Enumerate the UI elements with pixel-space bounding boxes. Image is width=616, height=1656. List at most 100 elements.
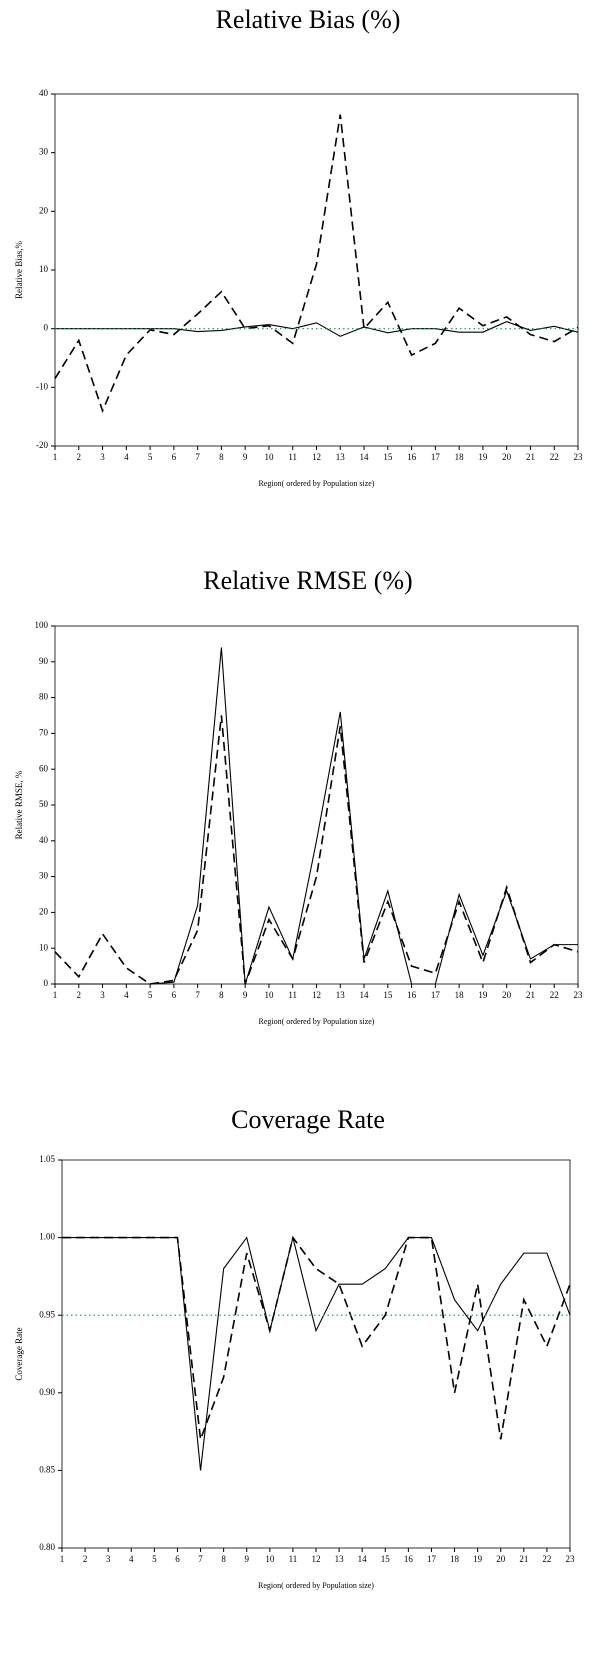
x-tick-label: 15	[383, 452, 393, 462]
x-tick-label: 11	[289, 1554, 298, 1564]
x-tick-label: 17	[431, 452, 441, 462]
x-tick-label: 5	[152, 1554, 157, 1564]
x-tick-label: 23	[574, 452, 584, 462]
y-tick-label: -10	[36, 381, 48, 391]
y-tick-label: 0	[44, 978, 49, 988]
chart-title: Coverage Rate	[231, 1105, 385, 1134]
chart-title: Relative RMSE (%)	[203, 566, 412, 595]
y-tick-label: 1.00	[39, 1232, 55, 1242]
x-tick-label: 2	[77, 452, 82, 462]
x-tick-label: 3	[106, 1554, 111, 1564]
x-tick-label: 16	[407, 452, 417, 462]
x-tick-label: 19	[473, 1554, 483, 1564]
x-tick-label: 16	[404, 1554, 414, 1564]
y-tick-label: 0	[44, 323, 49, 333]
x-tick-label: 10	[264, 990, 274, 1000]
x-tick-label: 3	[100, 452, 105, 462]
y-tick-label: 30	[39, 871, 49, 881]
x-tick-label: 13	[336, 990, 346, 1000]
x-tick-label: 6	[172, 452, 177, 462]
x-tick-label: 7	[195, 452, 200, 462]
y-axis-label: Relative RMSE, %	[14, 770, 24, 839]
x-tick-label: 19	[478, 990, 488, 1000]
x-tick-label: 7	[195, 990, 200, 1000]
x-tick-label: 4	[124, 990, 129, 1000]
x-tick-label: 22	[542, 1554, 551, 1564]
plot-frame	[61, 1159, 571, 1549]
x-tick-label: 22	[550, 452, 559, 462]
y-tick-label: 0.90	[39, 1387, 55, 1397]
x-tick-label: 17	[431, 990, 441, 1000]
x-tick-label: 21	[519, 1554, 528, 1564]
x-tick-label: 10	[264, 452, 274, 462]
x-tick-label: 14	[358, 1554, 368, 1564]
x-tick-label: 20	[502, 990, 512, 1000]
data-line	[55, 321, 579, 337]
plot-frame	[54, 93, 579, 447]
y-tick-label: 0.95	[39, 1309, 55, 1319]
y-tick-label: 80	[39, 692, 49, 702]
x-tick-label: 11	[288, 452, 297, 462]
y-tick-label: 0.80	[39, 1542, 55, 1552]
x-tick-label: 18	[455, 990, 465, 1000]
x-tick-label: 8	[221, 1554, 226, 1564]
x-tick-label: 19	[478, 452, 488, 462]
y-tick-label: 40	[39, 835, 49, 845]
y-tick-label: 70	[39, 727, 49, 737]
y-axis-label: Relative Bias,%	[14, 241, 24, 299]
chart-title: Relative Bias (%)	[216, 5, 401, 34]
x-tick-label: 2	[83, 1554, 88, 1564]
x-tick-label: 4	[124, 452, 129, 462]
y-tick-label: 1.05	[39, 1154, 55, 1164]
x-tick-label: 2	[77, 990, 82, 1000]
y-tick-label: 90	[39, 656, 49, 666]
x-tick-label: 1	[53, 990, 58, 1000]
x-tick-label: 23	[574, 990, 584, 1000]
data-line	[62, 1236, 571, 1471]
x-tick-label: 5	[148, 990, 153, 1000]
plot-frame	[54, 625, 579, 985]
x-tick-label: 9	[243, 990, 248, 1000]
x-tick-label: 12	[312, 452, 321, 462]
x-tick-label: 13	[336, 452, 346, 462]
x-tick-label: 13	[335, 1554, 345, 1564]
y-tick-label: 0.85	[39, 1464, 55, 1474]
x-tick-label: 4	[129, 1554, 134, 1564]
x-tick-label: 12	[312, 990, 321, 1000]
x-tick-label: 22	[550, 990, 559, 1000]
x-tick-label: 9	[243, 452, 248, 462]
y-tick-label: -20	[36, 440, 48, 450]
x-tick-label: 6	[175, 1554, 180, 1564]
x-tick-label: 10	[265, 1554, 275, 1564]
x-tick-label: 12	[312, 1554, 321, 1564]
data-line	[55, 647, 578, 985]
x-axis-label: Region( ordered by Population size)	[258, 1581, 374, 1590]
y-tick-label: 100	[35, 620, 49, 630]
data-line	[54, 715, 579, 985]
x-tick-label: 20	[496, 1554, 506, 1564]
x-tick-label: 14	[360, 990, 370, 1000]
x-tick-label: 1	[53, 452, 58, 462]
y-tick-label: 30	[39, 147, 49, 157]
x-tick-label: 1	[60, 1554, 65, 1564]
y-tick-label: 10	[39, 942, 49, 952]
x-tick-label: 9	[244, 1554, 249, 1564]
x-tick-label: 17	[427, 1554, 437, 1564]
data-line	[54, 114, 579, 414]
x-axis-label: Region( ordered by Population size)	[259, 1017, 375, 1026]
x-tick-label: 3	[100, 990, 105, 1000]
x-tick-label: 11	[288, 990, 297, 1000]
x-tick-label: 6	[172, 990, 177, 1000]
x-axis-label: Region( ordered by Population size)	[259, 479, 375, 488]
y-tick-label: 10	[39, 264, 49, 274]
y-tick-label: 20	[39, 906, 49, 916]
y-axis-label: Coverage Rate	[14, 1327, 24, 1380]
x-tick-label: 20	[502, 452, 512, 462]
y-tick-label: 60	[39, 763, 49, 773]
x-tick-label: 23	[566, 1554, 576, 1564]
y-tick-label: 40	[39, 88, 49, 98]
x-tick-label: 21	[526, 990, 535, 1000]
y-tick-label: 50	[39, 799, 49, 809]
x-tick-label: 15	[381, 1554, 391, 1564]
